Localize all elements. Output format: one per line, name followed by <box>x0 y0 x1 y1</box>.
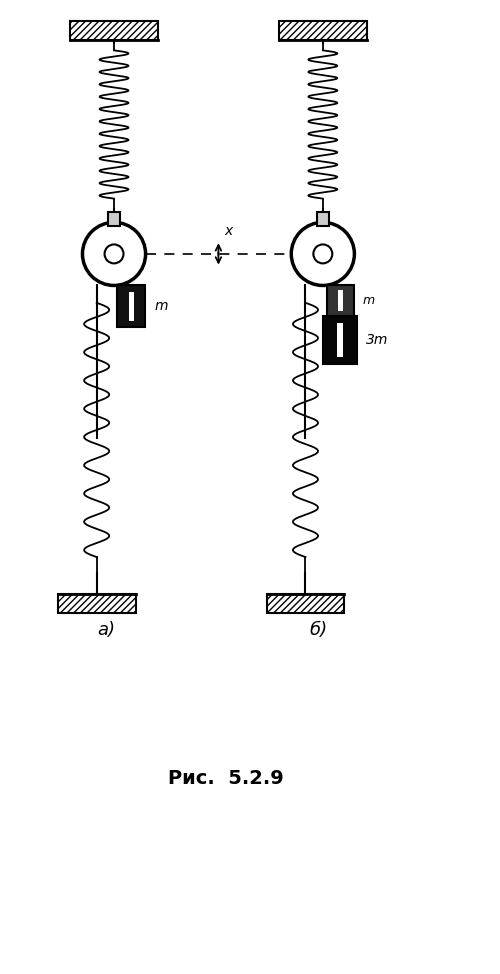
Bar <box>129 291 134 320</box>
Circle shape <box>292 222 354 285</box>
Circle shape <box>82 222 146 285</box>
Bar <box>266 594 344 614</box>
Bar <box>70 20 158 40</box>
Bar <box>279 20 366 40</box>
Text: m: m <box>154 299 168 313</box>
Bar <box>338 290 342 311</box>
Bar <box>337 322 344 356</box>
Bar <box>323 316 357 364</box>
Bar <box>327 285 353 316</box>
Text: m: m <box>362 294 374 307</box>
Circle shape <box>104 244 124 263</box>
Text: а): а) <box>98 620 116 639</box>
Circle shape <box>314 244 332 263</box>
Bar <box>317 211 329 226</box>
Text: б): б) <box>309 620 327 639</box>
Text: Рис.  5.2.9: Рис. 5.2.9 <box>168 768 283 788</box>
Text: 3m: 3m <box>366 333 388 347</box>
Bar <box>118 285 146 326</box>
Text: x: x <box>224 224 232 238</box>
Bar <box>58 594 136 614</box>
Bar <box>108 211 120 226</box>
